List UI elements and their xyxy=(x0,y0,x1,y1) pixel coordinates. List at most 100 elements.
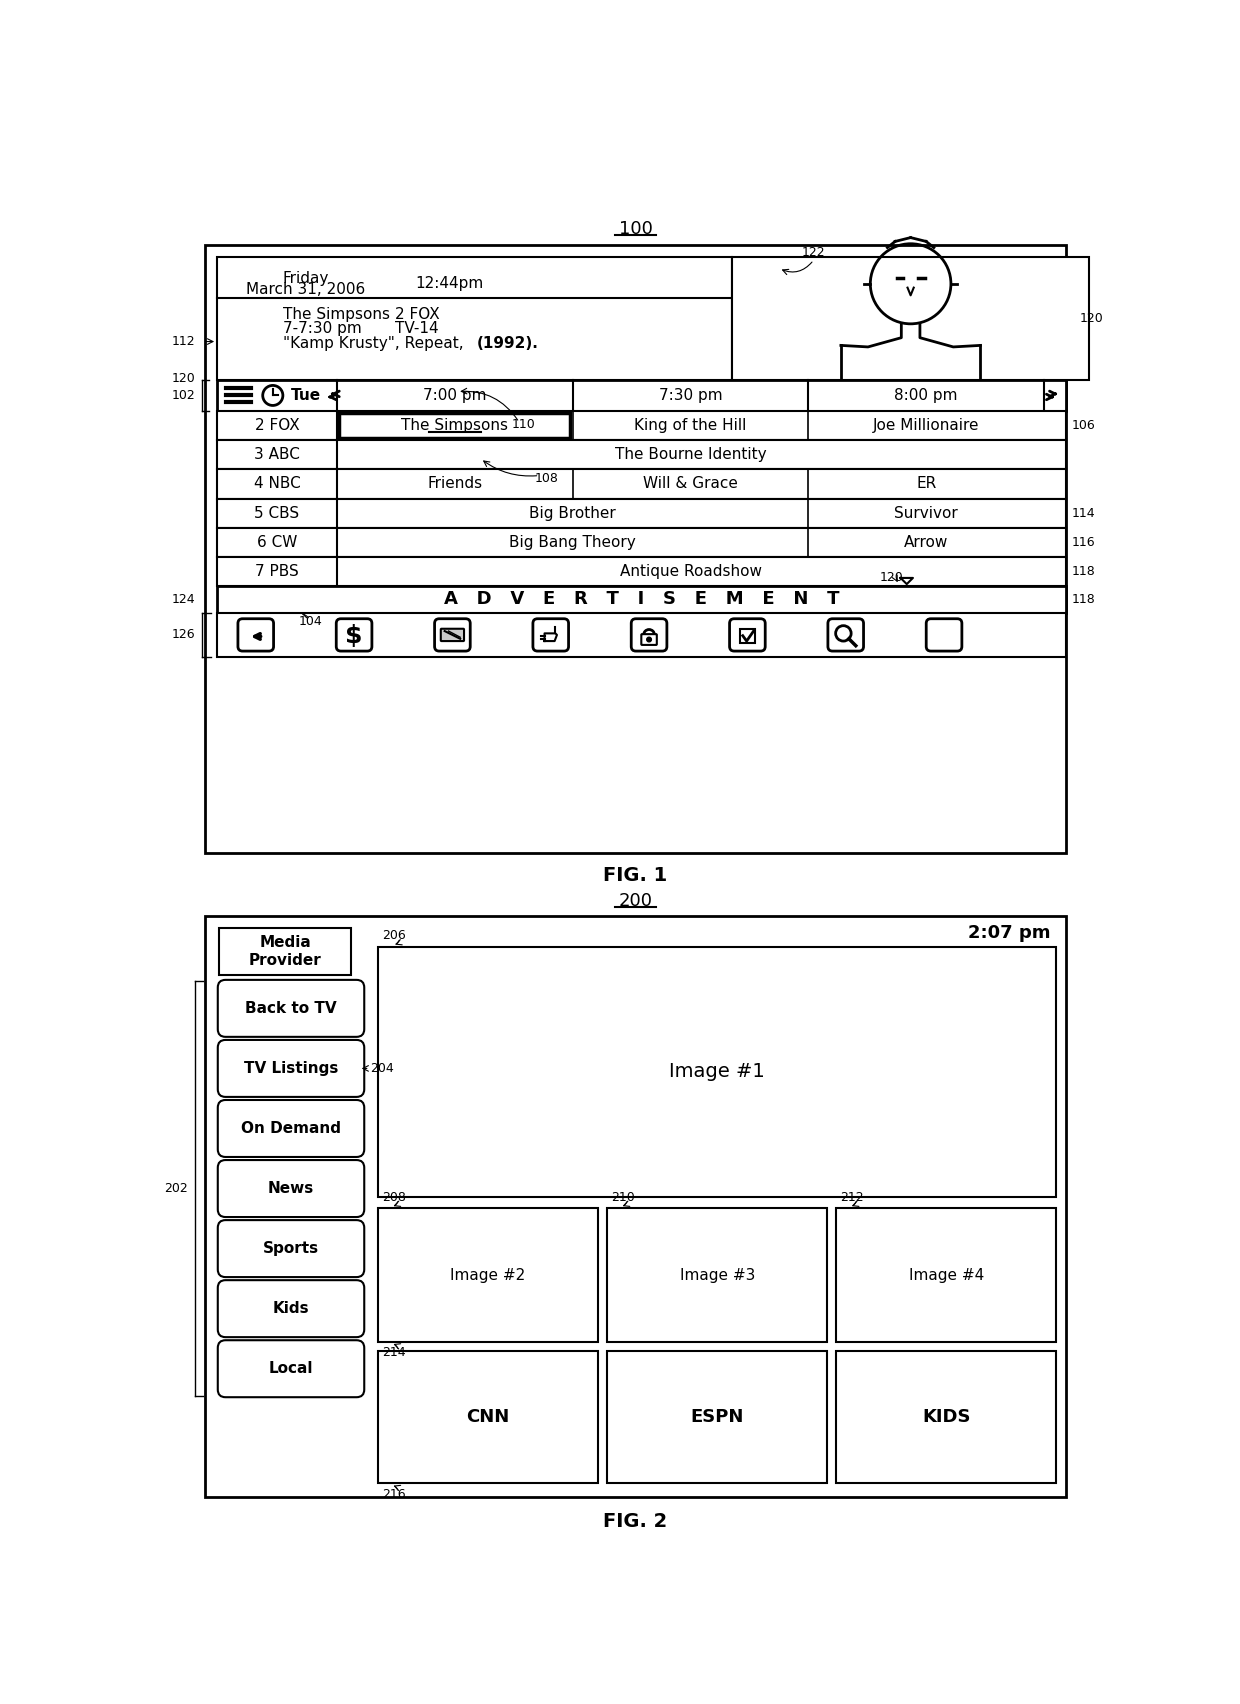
FancyBboxPatch shape xyxy=(440,629,464,641)
FancyBboxPatch shape xyxy=(336,619,372,651)
Text: ER: ER xyxy=(916,477,936,491)
FancyBboxPatch shape xyxy=(218,1220,365,1276)
Text: 204: 204 xyxy=(371,1062,394,1075)
Text: The Simpsons: The Simpsons xyxy=(283,307,389,322)
Text: Image #2: Image #2 xyxy=(450,1268,526,1283)
Text: 112: 112 xyxy=(171,336,196,348)
Text: 116: 116 xyxy=(1071,537,1095,549)
Text: Sports: Sports xyxy=(263,1241,319,1256)
Bar xyxy=(733,257,1089,380)
Text: 5 CBS: 5 CBS xyxy=(254,506,300,521)
Text: 120: 120 xyxy=(171,371,196,385)
Text: Friday: Friday xyxy=(283,271,330,286)
FancyBboxPatch shape xyxy=(926,619,962,651)
Text: 8:00 pm: 8:00 pm xyxy=(894,389,957,402)
Text: Kids: Kids xyxy=(273,1302,309,1315)
Text: Image #4: Image #4 xyxy=(909,1268,985,1283)
Text: 210: 210 xyxy=(611,1191,635,1205)
Text: 212: 212 xyxy=(841,1191,864,1205)
Text: Arrow: Arrow xyxy=(904,535,949,550)
Text: TV Listings: TV Listings xyxy=(244,1062,339,1075)
Text: The Bourne Identity: The Bourne Identity xyxy=(615,446,766,462)
Text: 6 CW: 6 CW xyxy=(257,535,298,550)
Text: 7-7:30 pm: 7-7:30 pm xyxy=(283,320,362,336)
FancyBboxPatch shape xyxy=(218,980,365,1036)
FancyBboxPatch shape xyxy=(631,619,667,651)
FancyBboxPatch shape xyxy=(434,619,470,651)
Text: 208: 208 xyxy=(382,1191,405,1205)
Text: 216: 216 xyxy=(382,1488,405,1501)
Text: 7:30 pm: 7:30 pm xyxy=(658,389,723,402)
Text: 100: 100 xyxy=(619,220,652,239)
FancyBboxPatch shape xyxy=(218,1160,365,1217)
Bar xyxy=(739,629,755,642)
Bar xyxy=(837,1208,1056,1341)
Text: Tue: Tue xyxy=(291,389,321,402)
Bar xyxy=(217,586,1065,612)
Bar xyxy=(219,927,351,975)
Bar xyxy=(217,557,1065,586)
Text: Friends: Friends xyxy=(428,477,482,491)
Text: 110: 110 xyxy=(511,417,536,431)
Text: FIG. 2: FIG. 2 xyxy=(604,1513,667,1532)
FancyBboxPatch shape xyxy=(533,619,569,651)
Text: 122: 122 xyxy=(802,247,826,259)
Text: Will & Grace: Will & Grace xyxy=(644,477,738,491)
Text: 2 FOX: 2 FOX xyxy=(254,417,299,433)
Text: 126: 126 xyxy=(171,629,196,641)
Bar xyxy=(378,1351,598,1484)
Text: CNN: CNN xyxy=(466,1408,510,1426)
Text: 12:44pm: 12:44pm xyxy=(415,276,484,291)
Text: Media
Provider: Media Provider xyxy=(249,935,321,968)
Text: ESPN: ESPN xyxy=(691,1408,744,1426)
Text: 118: 118 xyxy=(1071,566,1096,578)
FancyBboxPatch shape xyxy=(218,1101,365,1157)
FancyBboxPatch shape xyxy=(218,1341,365,1397)
Text: (1992).: (1992). xyxy=(476,336,538,351)
Bar xyxy=(608,1208,827,1341)
FancyBboxPatch shape xyxy=(641,634,657,644)
Text: A   D   V   E   R   T   I   S   E   M   E   N   T: A D V E R T I S E M E N T xyxy=(444,591,839,608)
Text: 4 NBC: 4 NBC xyxy=(254,477,300,491)
Bar xyxy=(217,257,733,380)
Text: KIDS: KIDS xyxy=(923,1408,971,1426)
Text: FIG. 1: FIG. 1 xyxy=(604,866,667,886)
Text: 106: 106 xyxy=(1071,419,1096,433)
Bar xyxy=(217,612,1065,658)
Bar xyxy=(217,469,1065,499)
Text: The Simpsons: The Simpsons xyxy=(402,417,508,433)
Text: 2:07 pm: 2:07 pm xyxy=(967,924,1050,942)
Text: 7:00 pm: 7:00 pm xyxy=(423,389,486,402)
Text: Joe Millionaire: Joe Millionaire xyxy=(873,417,980,433)
Bar xyxy=(340,412,570,438)
Text: News: News xyxy=(268,1181,314,1196)
Text: 120: 120 xyxy=(879,571,904,584)
Bar xyxy=(217,499,1065,528)
Text: 104: 104 xyxy=(299,615,322,629)
Bar xyxy=(217,411,1065,440)
Text: $: $ xyxy=(345,624,363,648)
Text: 2 FOX: 2 FOX xyxy=(396,307,440,322)
Text: 202: 202 xyxy=(164,1183,187,1195)
Text: Big Brother: Big Brother xyxy=(529,506,616,521)
Bar xyxy=(206,917,1065,1498)
Text: Local: Local xyxy=(269,1361,314,1377)
Text: 200: 200 xyxy=(619,891,652,910)
Text: 102: 102 xyxy=(171,389,196,402)
Bar xyxy=(217,380,1065,411)
Text: Antique Roadshow: Antique Roadshow xyxy=(620,564,761,579)
Text: Image #1: Image #1 xyxy=(670,1062,765,1082)
Text: Image #3: Image #3 xyxy=(680,1268,755,1283)
Text: 3 ABC: 3 ABC xyxy=(254,446,300,462)
Text: March 31, 2006: March 31, 2006 xyxy=(247,283,366,298)
Text: Big Bang Theory: Big Bang Theory xyxy=(510,535,636,550)
Bar xyxy=(206,244,1065,852)
Bar xyxy=(608,1351,827,1484)
Text: 118: 118 xyxy=(1071,593,1096,607)
FancyBboxPatch shape xyxy=(729,619,765,651)
Text: 214: 214 xyxy=(382,1346,405,1360)
Bar xyxy=(837,1351,1056,1484)
Bar xyxy=(217,440,1065,469)
Text: Survivor: Survivor xyxy=(894,506,959,521)
Text: 124: 124 xyxy=(171,593,196,607)
